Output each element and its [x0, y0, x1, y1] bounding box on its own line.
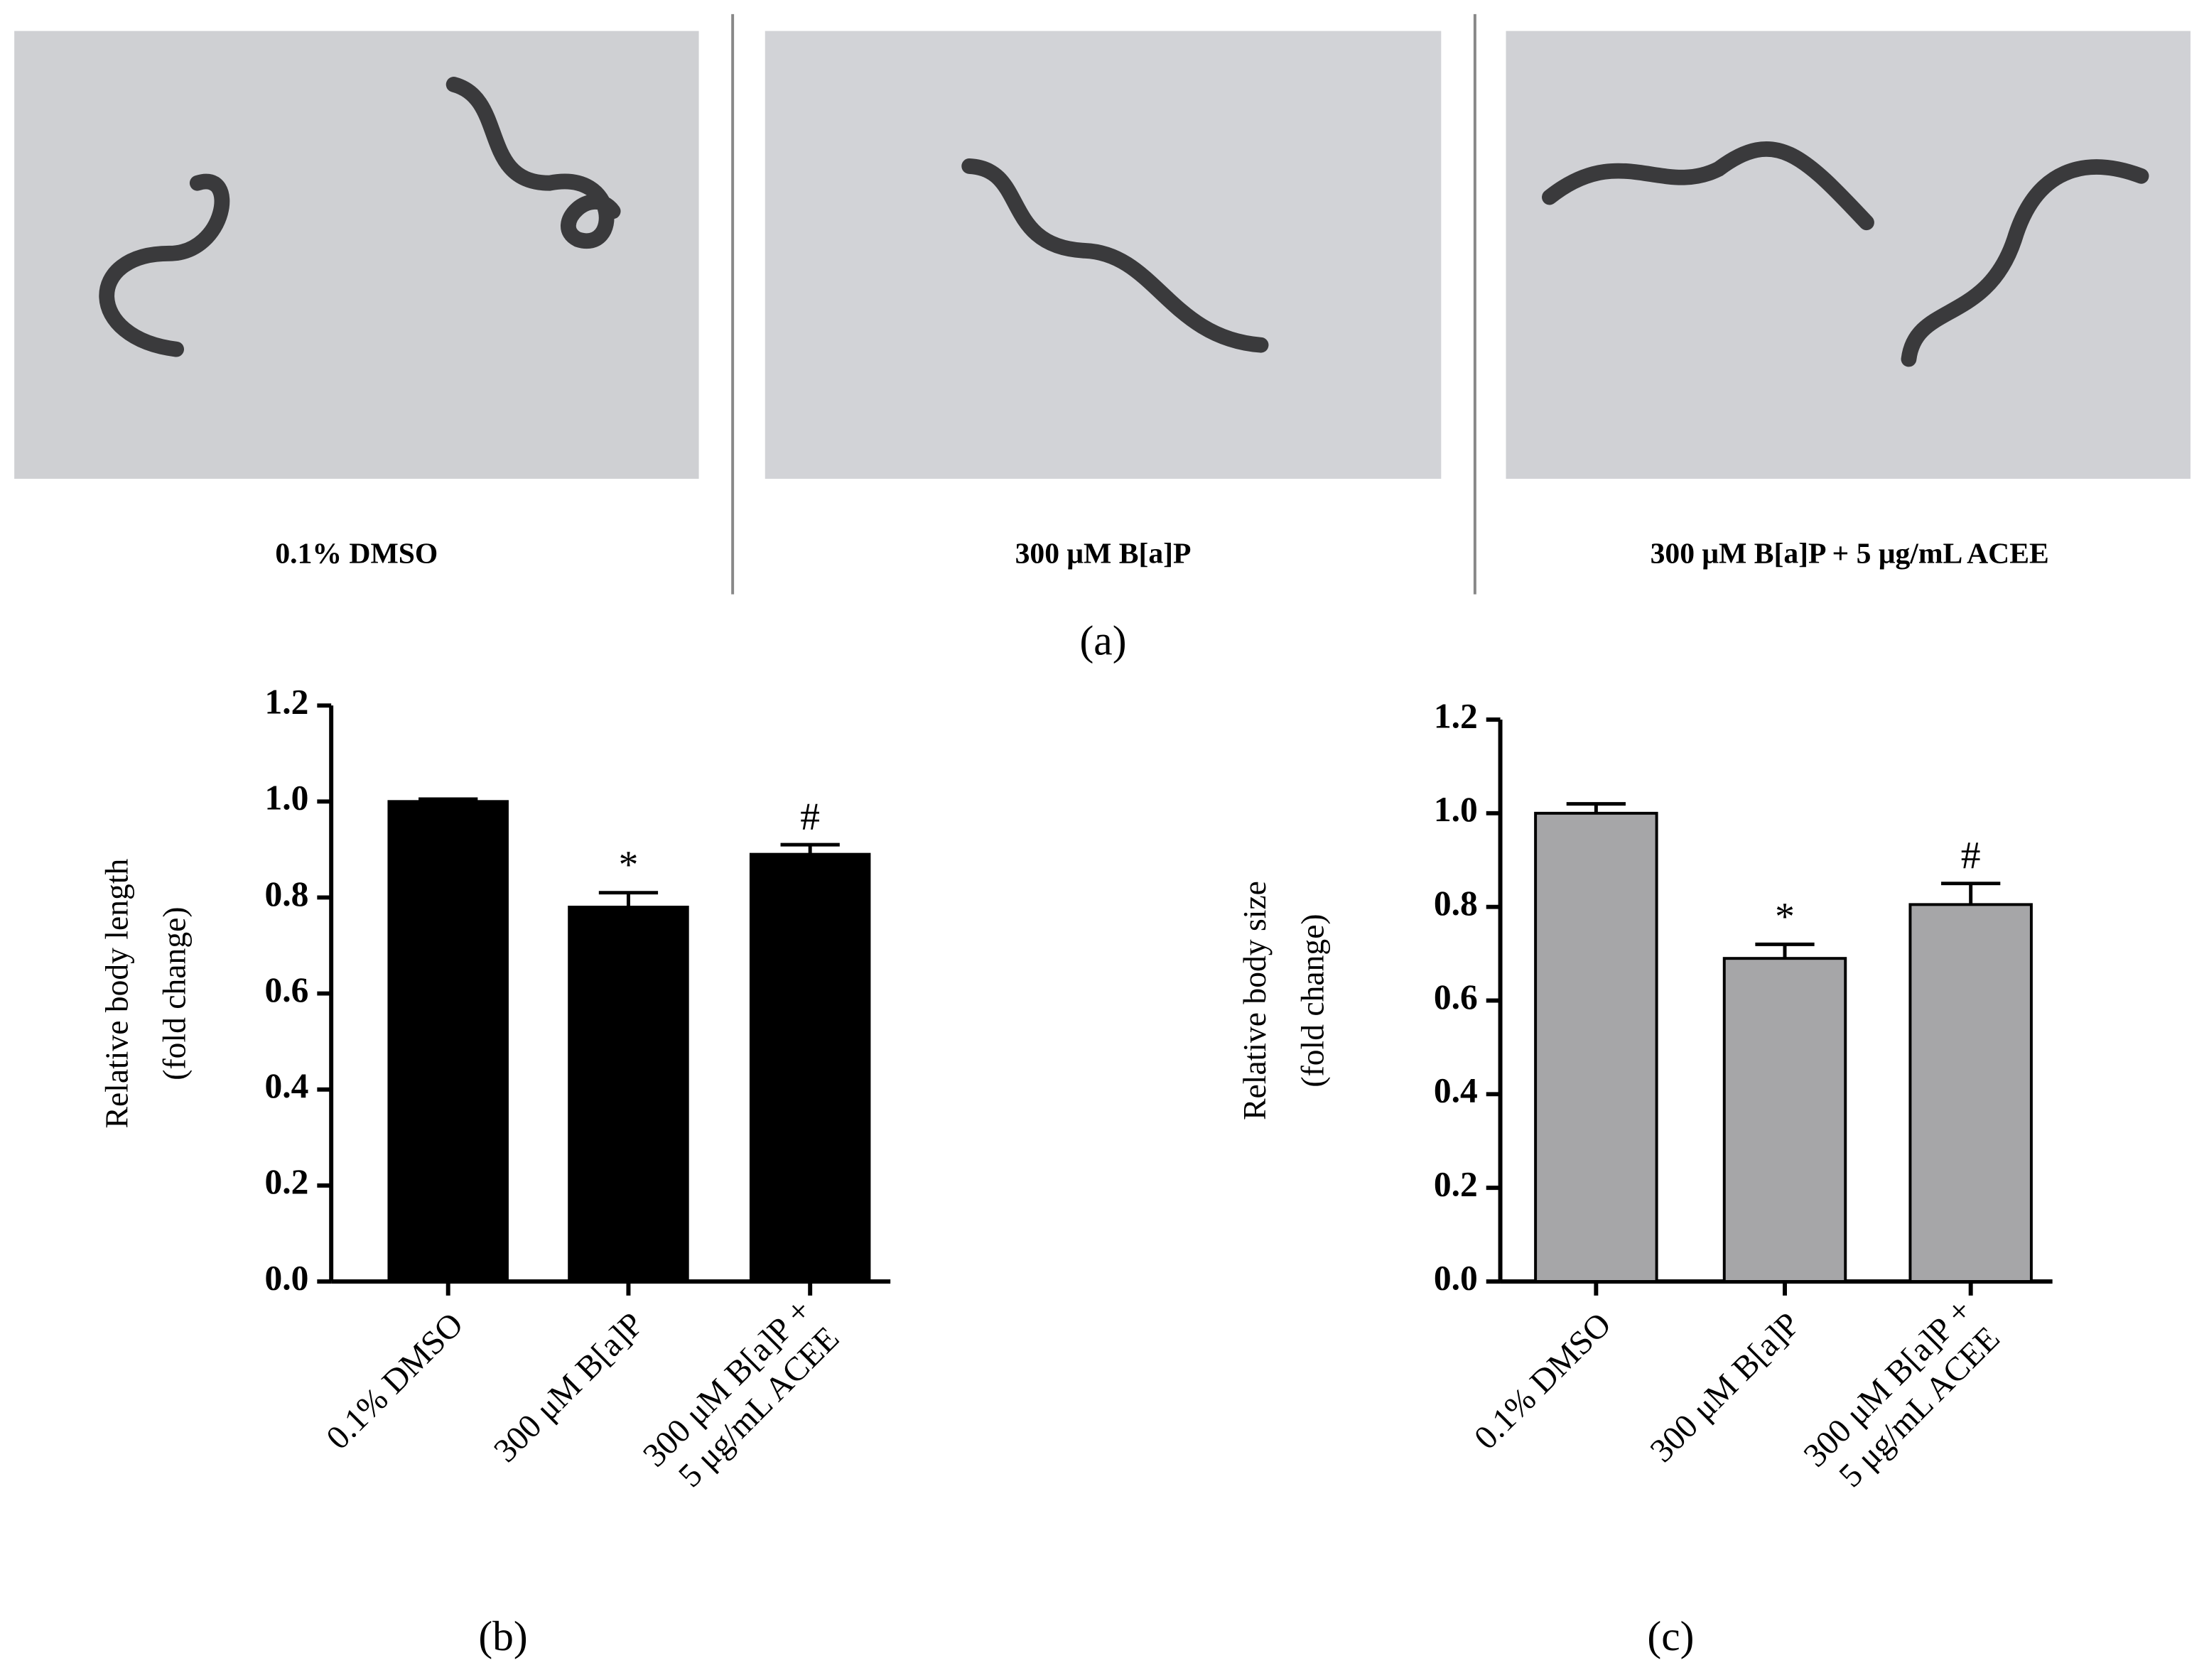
bar [1722, 957, 1847, 1283]
significance-mark: # [800, 796, 820, 839]
bar [568, 905, 689, 1283]
x-tick-label: 300 μM B[a]P +5 μg/mL ACEE [1797, 1292, 2007, 1502]
worm [961, 158, 1269, 353]
error-bar [1755, 942, 1815, 959]
photo [1506, 31, 2191, 479]
y-tick-label: 0.8 [1434, 884, 1478, 923]
error-bar [418, 797, 478, 802]
worm [1542, 141, 1874, 231]
x-tick-label: 300 μM B[a]P [1643, 1306, 1807, 1469]
x-tick-label: 300 μM B[a]P [487, 1306, 650, 1469]
y-tick-label: 0.4 [265, 1066, 309, 1105]
y-tick-label: 0.0 [265, 1258, 309, 1297]
x-tick-label: 0.1% DMSO [320, 1306, 470, 1456]
y-tick-label: 0.0 [1434, 1258, 1478, 1297]
bar [749, 852, 871, 1283]
y-tick-label: 0.6 [1434, 977, 1478, 1017]
photo-caption: 300 μM B[a]P [1015, 538, 1192, 570]
y-tick-label: 0.2 [265, 1162, 309, 1201]
panel-label: (b) [478, 1613, 527, 1659]
y-tick-label: 1.2 [1434, 696, 1478, 735]
error-bar [1941, 882, 2001, 905]
panel-label: (c) [1647, 1613, 1694, 1659]
error-bar [1566, 802, 1626, 813]
worm [1901, 159, 2149, 367]
y-axis-label: Relative body length [98, 859, 134, 1129]
y-axis-label: (fold change) [156, 906, 193, 1080]
y-tick-label: 1.0 [265, 779, 309, 818]
photo-caption: 0.1% DMSO [275, 538, 438, 570]
worm [99, 173, 230, 357]
significance-mark: * [619, 844, 639, 887]
y-tick-label: 0.2 [1434, 1165, 1478, 1204]
significance-mark: # [1961, 835, 1981, 878]
y-axis-label: (fold change) [1294, 914, 1330, 1087]
bar [1534, 811, 1658, 1283]
significance-mark: * [1775, 895, 1795, 938]
x-tick-label: 0.1% DMSO [1467, 1306, 1618, 1456]
y-tick-label: 1.0 [1434, 790, 1478, 829]
bar [387, 800, 509, 1283]
error-bar [780, 842, 840, 855]
y-tick-label: 1.2 [265, 683, 309, 722]
photo-panel: 0.1% DMSO 300 μM B[a]P 300 μM B[a]P + 5 … [14, 13, 2191, 664]
x-tick-label: 300 μM B[a]P +5 μg/mL ACEE [636, 1292, 846, 1502]
bar [1908, 903, 2033, 1283]
y-axis-label: Relative body size [1236, 881, 1273, 1120]
photo-caption: 300 μM B[a]P + 5 μg/mL ACEE [1651, 538, 2049, 570]
panel-label: (a) [1080, 617, 1127, 664]
y-tick-label: 0.8 [265, 874, 309, 914]
worm [445, 77, 621, 249]
y-tick-label: 0.4 [1434, 1071, 1478, 1110]
error-bar [598, 891, 659, 907]
y-tick-label: 0.6 [265, 970, 309, 1009]
photo [14, 31, 699, 479]
